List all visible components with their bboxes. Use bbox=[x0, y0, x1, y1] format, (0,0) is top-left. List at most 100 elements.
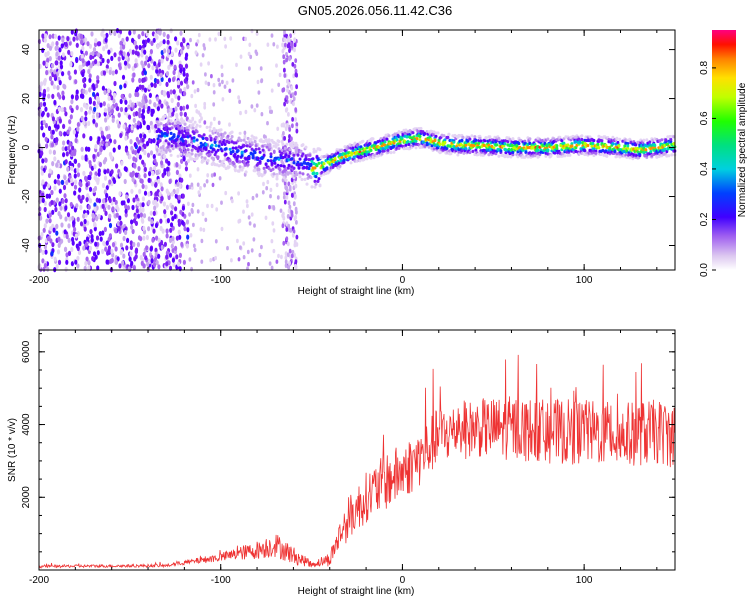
spectrogram-cell bbox=[163, 168, 167, 174]
spectrogram-cell bbox=[95, 103, 99, 109]
spectrogram-cell bbox=[442, 134, 446, 138]
spectrogram-cell bbox=[125, 194, 129, 200]
spectrogram-cell bbox=[180, 241, 184, 247]
spectrogram-cell bbox=[89, 135, 93, 142]
spectrogram-cell bbox=[615, 136, 619, 140]
spectrogram-cell bbox=[290, 160, 294, 166]
spectrogram-cell bbox=[58, 80, 62, 86]
spectrogram-cell bbox=[594, 151, 598, 155]
spectrogram-cell bbox=[177, 229, 181, 235]
spectrogram-cell bbox=[176, 261, 181, 267]
spectrogram-cell bbox=[203, 156, 207, 160]
spectrogram-cell bbox=[55, 162, 59, 168]
spectrogram-cell bbox=[322, 162, 326, 166]
spectrogram-cell bbox=[228, 147, 232, 151]
spectrogram-cell bbox=[210, 203, 214, 209]
spectrogram-cell bbox=[261, 148, 265, 152]
spectrogram-cell bbox=[282, 59, 286, 65]
spectrogram-cell bbox=[436, 131, 440, 135]
spectrogram-cell bbox=[182, 71, 186, 77]
spectrogram-cell bbox=[123, 60, 128, 66]
spectrogram-cell bbox=[198, 119, 202, 124]
spectrogram-cell bbox=[282, 211, 285, 217]
spectrogram-cell bbox=[46, 236, 51, 242]
spectrogram-cell bbox=[63, 175, 67, 181]
spectrogram-cell bbox=[242, 241, 246, 246]
spectrogram-cell bbox=[190, 148, 194, 152]
spectrogram-cell bbox=[127, 104, 131, 110]
spectrogram-cell bbox=[42, 227, 46, 233]
spectrogram-cell bbox=[235, 159, 239, 163]
spectrogram-cell bbox=[134, 91, 138, 97]
spectrogram-cell bbox=[60, 43, 64, 49]
spectrogram-cell bbox=[170, 144, 174, 148]
spectrogram-cell bbox=[173, 213, 177, 219]
spectrogram-cell bbox=[155, 148, 159, 152]
spectrogram-cell bbox=[179, 105, 183, 111]
spectrogram-cell bbox=[103, 175, 108, 181]
spectrogram-cell bbox=[180, 177, 184, 183]
spectrogram-cell bbox=[225, 80, 229, 86]
spectrogram-cell bbox=[184, 55, 188, 61]
spectrogram-cell bbox=[605, 154, 609, 158]
spectrogram-cell bbox=[87, 68, 91, 75]
spectrogram-cell bbox=[416, 129, 420, 134]
spectrogram-cell bbox=[239, 138, 243, 142]
spectrogram-cell bbox=[196, 209, 200, 214]
spectrogram-cell bbox=[171, 216, 175, 222]
spectrogram-cell bbox=[170, 126, 174, 130]
spectrogram-cell bbox=[64, 266, 68, 272]
spectrogram-cell bbox=[286, 252, 290, 258]
spectrogram-cell bbox=[119, 242, 124, 248]
spectrogram-cell bbox=[146, 37, 150, 43]
spectrogram-cell bbox=[108, 213, 112, 219]
snr-y-label: SNR (10 * v/v) bbox=[7, 418, 18, 482]
spectrogram-cell bbox=[115, 28, 120, 34]
spectrogram-cell bbox=[224, 152, 228, 156]
spectrogram-cell bbox=[45, 193, 49, 199]
spectrogram-cell bbox=[75, 89, 79, 95]
spectrogram-cell bbox=[517, 141, 521, 146]
spectrogram-cell bbox=[487, 153, 491, 157]
spectrogram-cell bbox=[55, 264, 59, 270]
spectrogram-cell bbox=[255, 193, 259, 198]
spectrogram-cell bbox=[202, 227, 206, 233]
spectrogram-cell bbox=[667, 154, 671, 158]
spectrogram-cell bbox=[418, 134, 422, 138]
spectrogram-cell bbox=[300, 177, 304, 182]
spectrogram-cell bbox=[51, 242, 55, 248]
spectrogram-cell bbox=[80, 155, 85, 161]
spectrogram-cell bbox=[92, 187, 96, 194]
spectrogram-cell bbox=[304, 145, 308, 149]
spectrogram-cell bbox=[70, 94, 74, 100]
spectrogram-cell bbox=[75, 57, 79, 64]
spectrogram-cell bbox=[83, 218, 87, 225]
spectrogram-cell bbox=[194, 153, 198, 158]
spectrogram-cell bbox=[213, 172, 217, 177]
spectrogram-cell bbox=[273, 161, 277, 165]
spectrogram-cell bbox=[141, 30, 145, 37]
spectrogram-cell bbox=[179, 41, 184, 48]
spectrogram-cell bbox=[60, 222, 64, 228]
spectrogram-cell bbox=[46, 266, 50, 272]
spectrogram-cell bbox=[660, 138, 664, 142]
spectrogram-cell bbox=[418, 138, 422, 142]
spectrogram-cell bbox=[631, 157, 635, 161]
spectrogram-cell bbox=[170, 191, 174, 197]
spectrogram-cell bbox=[277, 82, 281, 88]
spectrogram-cell bbox=[107, 133, 111, 139]
spectrogram-cell bbox=[42, 266, 46, 272]
spectrogram-cell bbox=[178, 266, 182, 272]
spectrogram-cell bbox=[137, 34, 141, 40]
spectrogram-cell bbox=[470, 134, 474, 138]
spectrogram-cell bbox=[80, 146, 84, 152]
spectrogram-cell bbox=[255, 103, 259, 108]
spectrogram-cell bbox=[180, 158, 184, 164]
spectrogram-cell bbox=[139, 255, 143, 261]
spectrogram-cell bbox=[182, 142, 186, 146]
spectrogram-cell bbox=[199, 62, 203, 67]
spectrogram-cell bbox=[175, 162, 179, 168]
spectrogram-cell bbox=[156, 96, 160, 102]
spectrogram-cell bbox=[150, 181, 154, 187]
